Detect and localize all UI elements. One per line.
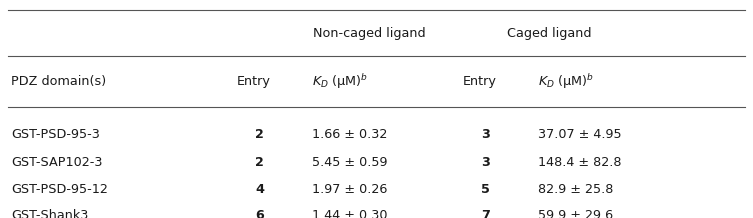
Text: 1.66 ± 0.32: 1.66 ± 0.32: [312, 128, 388, 141]
Text: 2: 2: [255, 128, 264, 141]
Text: 5.45 ± 0.59: 5.45 ± 0.59: [312, 156, 388, 169]
Text: GST-Shank3: GST-Shank3: [11, 209, 89, 218]
Text: $K_D$ (μM)$^b$: $K_D$ (μM)$^b$: [538, 72, 595, 91]
Text: Caged ligand: Caged ligand: [508, 27, 592, 40]
Text: 59.9 ± 29.6: 59.9 ± 29.6: [538, 209, 614, 218]
Text: GST-PSD-95-12: GST-PSD-95-12: [11, 183, 108, 196]
Text: GST-PSD-95-3: GST-PSD-95-3: [11, 128, 100, 141]
Text: 148.4 ± 82.8: 148.4 ± 82.8: [538, 156, 622, 169]
Text: 6: 6: [255, 209, 264, 218]
Text: $K_D$ (μM)$^b$: $K_D$ (μM)$^b$: [312, 72, 369, 91]
Text: 1.97 ± 0.26: 1.97 ± 0.26: [312, 183, 388, 196]
Text: 4: 4: [255, 183, 264, 196]
Text: 37.07 ± 4.95: 37.07 ± 4.95: [538, 128, 622, 141]
Text: PDZ domain(s): PDZ domain(s): [11, 75, 106, 88]
Text: Entry: Entry: [463, 75, 497, 88]
Text: 82.9 ± 25.8: 82.9 ± 25.8: [538, 183, 614, 196]
Text: 2: 2: [255, 156, 264, 169]
Text: Non-caged ligand: Non-caged ligand: [312, 27, 425, 40]
Text: Entry: Entry: [237, 75, 271, 88]
Text: 5: 5: [481, 183, 490, 196]
Text: 3: 3: [481, 156, 490, 169]
Text: 7: 7: [481, 209, 490, 218]
Text: 1.44 ± 0.30: 1.44 ± 0.30: [312, 209, 388, 218]
Text: GST-SAP102-3: GST-SAP102-3: [11, 156, 103, 169]
Text: 3: 3: [481, 128, 490, 141]
